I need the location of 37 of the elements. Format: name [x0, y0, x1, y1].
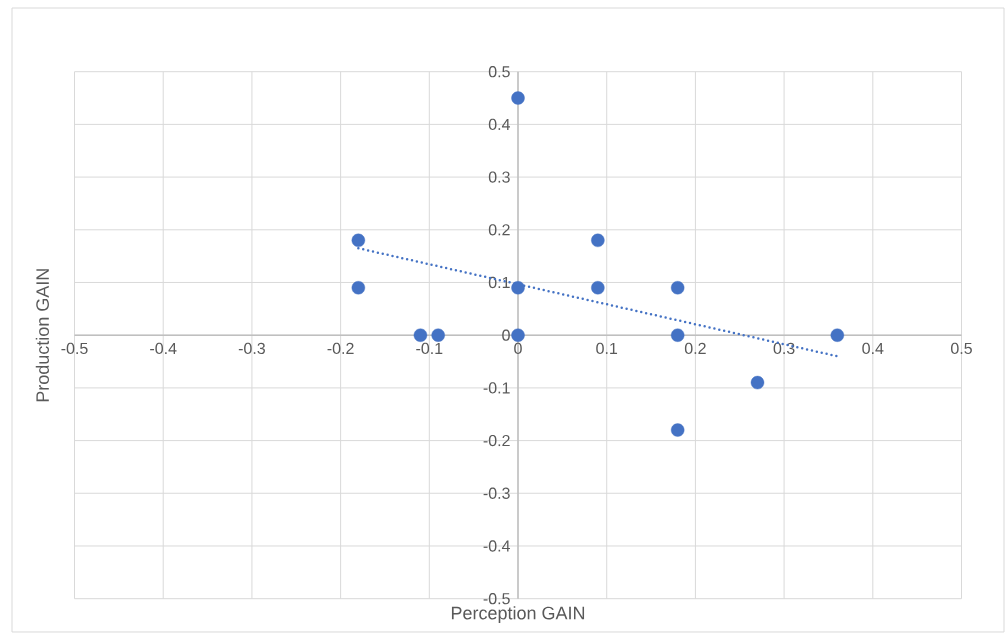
point [351, 233, 366, 248]
y-tick-label: -0.5 [483, 593, 510, 605]
y-tick-label: -0.4 [483, 540, 510, 552]
x-tick-label: 0.2 [684, 342, 706, 355]
point [351, 281, 366, 295]
x-tick-label: -0.3 [238, 342, 265, 355]
y-tick-label: 0.4 [488, 118, 510, 131]
point [511, 281, 525, 295]
point [830, 328, 845, 342]
x-tick-label: 0.3 [773, 342, 795, 355]
point [431, 328, 445, 342]
y-tick-label: 0.5 [488, 66, 510, 78]
y-tick-label: 0.2 [488, 224, 510, 236]
y-tick-label: -0.3 [483, 487, 510, 499]
y-tick-label: -0.2 [483, 434, 510, 447]
x-tick-label: -0.5 [61, 342, 88, 355]
x-tick-label: -0.4 [150, 342, 177, 355]
point [750, 375, 765, 390]
x-axis-title: Perception GAIN [451, 606, 585, 623]
y-tick-label: -0.1 [483, 382, 510, 394]
x-tick-label: 0.5 [951, 342, 972, 355]
x-tick-label: 0.1 [596, 342, 618, 355]
point [670, 423, 685, 437]
point [511, 328, 525, 342]
point [591, 281, 605, 295]
point [670, 328, 685, 342]
point [413, 328, 428, 342]
x-tick-label: -0.2 [327, 342, 354, 355]
x-tick-label: 0.4 [862, 342, 884, 355]
y-tick-label: 0 [502, 329, 510, 341]
point [511, 91, 525, 105]
x-tick-label: -0.1 [416, 342, 443, 355]
point [670, 281, 685, 295]
y-tick-label: 0.3 [488, 171, 510, 183]
point [591, 233, 605, 248]
x-tick-label: 0 [514, 342, 522, 355]
y-axis-title: Production GAIN [35, 269, 49, 402]
